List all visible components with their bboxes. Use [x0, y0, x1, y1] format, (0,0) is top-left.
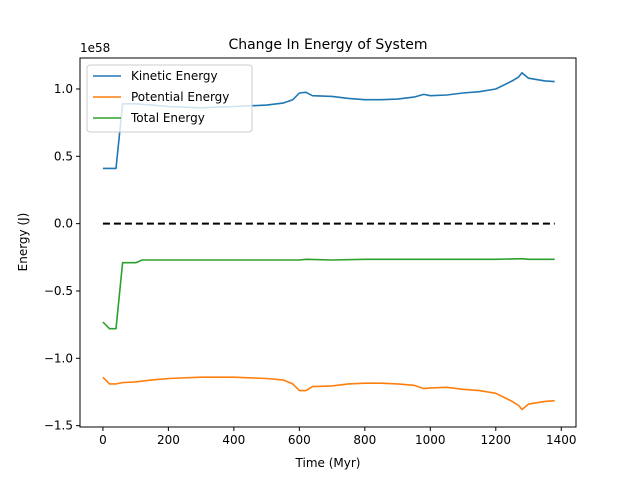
legend: Kinetic Energy Potential Energy Total Ener… [86, 64, 253, 133]
x-tick-label: 600 [288, 433, 311, 447]
legend-label-total-energy: Total Energy [130, 111, 205, 125]
legend-label-kinetic-energy: Kinetic Energy [131, 69, 218, 83]
chart-title: Change In Energy of System [228, 37, 427, 53]
y-tick-label: 1.0 [54, 82, 73, 96]
y-tick-label: −1.5 [44, 419, 73, 433]
x-tick-label: 0 [99, 433, 107, 447]
x-tick-label: 1400 [546, 433, 577, 447]
y-tick-label: −1.0 [44, 351, 73, 365]
y-tick-label: 0.0 [54, 217, 73, 231]
plot-frame [79, 57, 577, 428]
series-line-total-energy [102, 257, 555, 330]
y-axis: −1.5 −1.0 −0.5 0.0 0.5 1.0 [44, 82, 80, 433]
y-tick-label: −0.5 [44, 284, 73, 298]
x-tick-label: 400 [222, 433, 245, 447]
series-line-potential-energy [102, 376, 555, 411]
x-axis-title: Time (Myr) [295, 456, 361, 470]
x-axis: 0 200 400 600 800 1000 1200 1400 [99, 427, 577, 447]
x-tick-label: 200 [157, 433, 180, 447]
legend-entries: Kinetic Energy Potential Energy Total Ener… [93, 69, 229, 125]
y-offset-label: 1e58 [80, 41, 110, 55]
y-axis-title: Energy (J) [16, 213, 30, 272]
y-tick-label: 0.5 [54, 149, 73, 163]
x-tick-label: 1000 [415, 433, 446, 447]
x-tick-label: 1200 [481, 433, 512, 447]
legend-box [86, 64, 253, 133]
legend-label-potential-energy: Potential Energy [131, 90, 229, 104]
x-tick-label: 800 [353, 433, 376, 447]
